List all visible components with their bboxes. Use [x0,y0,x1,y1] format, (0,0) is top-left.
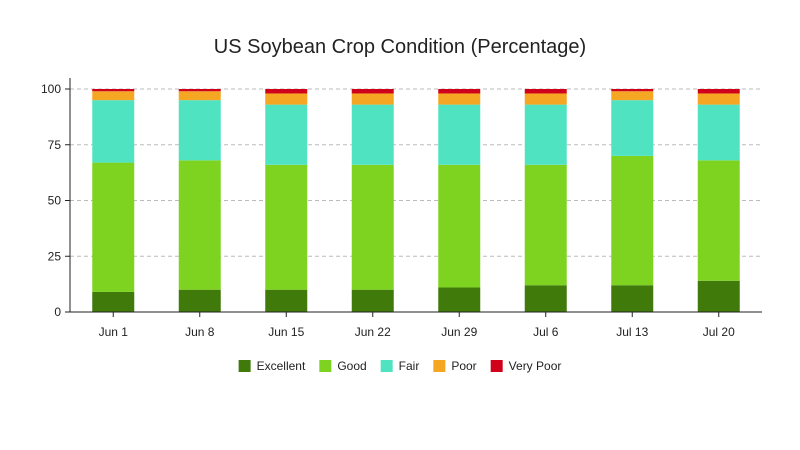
legend-label: Good [337,359,366,373]
legend-item-excellent: Excellent [238,359,306,373]
bar-segment-very-poor [265,89,308,94]
bar-segment-excellent [611,285,654,312]
bar-segment-fair [265,104,308,165]
y-tick-label: 50 [48,194,62,208]
legend-label: Very Poor [509,359,562,373]
bar-segment-poor [524,93,567,105]
legend-label: Excellent [257,359,306,373]
bar-segment-fair [178,100,221,161]
legend-swatch [380,360,393,372]
bar-segment-excellent [92,291,135,312]
bar-segment-very-poor [92,89,135,92]
bar-segment-very-poor [178,89,221,92]
legend-label: Fair [399,359,420,373]
bar-segment-poor [351,93,394,105]
x-tick-label: Jun 29 [441,325,477,339]
bar-segment-excellent [524,285,567,312]
bar-segment-excellent [438,287,481,312]
bar-segment-good [92,162,135,292]
legend-swatch [238,360,251,372]
bar-segment-very-poor [524,89,567,94]
bar-segment-poor [265,93,308,105]
bar-segment-very-poor [697,89,740,94]
bar-segment-very-poor [611,89,654,92]
bar-segment-fair [438,104,481,165]
bar-segment-poor [438,93,481,105]
bar-segment-excellent [265,289,308,312]
bar-segment-good [697,160,740,281]
bar-segment-fair [92,100,135,163]
bar-segment-fair [611,100,654,156]
bar-segment-fair [697,104,740,161]
y-tick-label: 0 [54,305,61,319]
y-tick-label: 25 [48,249,62,263]
x-tick-label: Jul 6 [533,325,559,339]
y-tick-label: 100 [41,82,61,96]
x-tick-label: Jul 13 [616,325,648,339]
legend-item-poor: Poor [433,359,477,373]
y-tick-label: 75 [48,138,62,152]
x-tick-label: Jun 15 [268,325,304,339]
axes: 0 25 50 75 100 Jun 1 Jun 8 Jun 15 Jun 22 Jun 29 Ju… [41,78,762,339]
grid-lines [70,88,762,257]
legend-item-very-poor: Very Poor [490,359,562,373]
bar-segment-very-poor [438,89,481,94]
bar-segment-poor [178,91,221,101]
bar-segment-poor [92,91,135,101]
legend-swatch [433,360,446,372]
chart-title: US Soybean Crop Condition (Percentage) [214,36,586,58]
bar-segment-good [265,164,308,290]
legend-swatch [319,360,332,372]
bar-segment-poor [611,91,654,101]
bars [92,89,740,312]
x-tick-label: Jun 1 [99,325,129,339]
bar-segment-very-poor [351,89,394,94]
bar-segment-excellent [178,289,221,312]
legend-swatch [490,360,503,372]
bar-segment-fair [524,104,567,165]
x-tick-label: Jun 8 [185,325,215,339]
bar-segment-good [611,155,654,286]
bar-segment-good [178,160,221,290]
legend-item-good: Good [319,359,367,373]
x-tick-label: Jun 22 [355,325,391,339]
bar-segment-poor [697,93,740,105]
bar-segment-good [351,164,394,290]
bar-segment-excellent [697,280,740,312]
bar-segment-excellent [351,289,394,312]
legend-item-fair: Fair [380,359,420,373]
x-tick-label: Jul 20 [703,325,735,339]
legend-label: Poor [451,359,476,373]
bar-segment-fair [351,104,394,165]
bar-segment-good [524,164,567,286]
bar-segment-good [438,164,481,288]
legend: Excellent Good Fair Poor Very Poor [238,359,562,373]
